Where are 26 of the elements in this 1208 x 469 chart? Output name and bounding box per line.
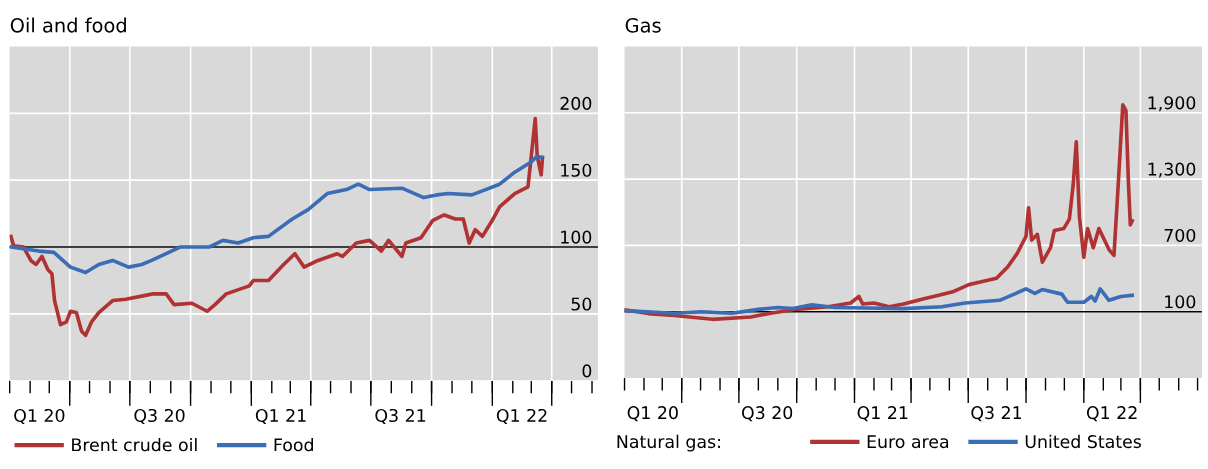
- x-tick-label: Q3 21: [375, 408, 426, 425]
- y-tick-label: 150: [561, 163, 592, 177]
- legend-label: Euro area: [867, 435, 949, 449]
- y-tick-label: 0: [582, 364, 592, 378]
- legend-label: United States: [1025, 434, 1141, 449]
- y-tick-label: 50: [571, 297, 592, 311]
- y-tick-label: 200: [560, 96, 592, 110]
- x-tick-label: Q1 20: [627, 406, 678, 422]
- y-tick-label: 1,300: [1148, 162, 1196, 178]
- legend-label: Food: [274, 437, 313, 452]
- x-tick-label: Q1 20: [14, 408, 65, 425]
- y-tick-label: 1,900: [1148, 96, 1196, 112]
- y-tick-label: 100: [561, 230, 592, 244]
- y-tick-label: 700: [1164, 228, 1196, 243]
- legend-label: Brent crude oil: [72, 437, 197, 452]
- y-tick-label: 100: [1165, 295, 1196, 309]
- x-tick-label: Q1 22: [496, 408, 547, 425]
- chart-title: Gas: [625, 18, 661, 33]
- x-tick-label: Q1 21: [857, 406, 908, 422]
- x-tick-label: Q3 20: [134, 408, 185, 425]
- x-tick-label: Q3 20: [741, 406, 793, 422]
- x-tick-label: Q3 21: [971, 406, 1022, 422]
- legend-title: Natural gas:: [617, 434, 720, 452]
- chart-title: Oil and food: [10, 17, 126, 33]
- x-tick-label: Q1 21: [255, 408, 306, 425]
- x-tick-label: Q1 22: [1086, 406, 1137, 422]
